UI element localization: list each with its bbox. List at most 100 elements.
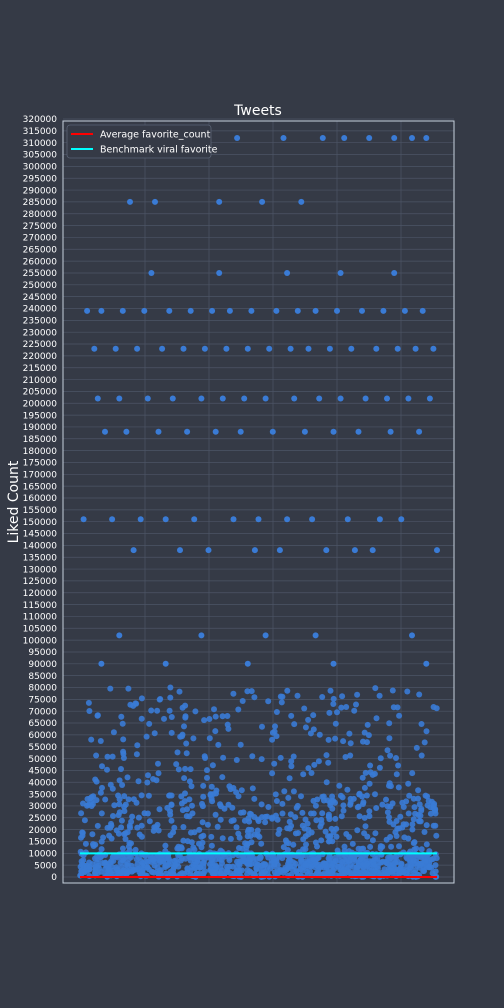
scatter-point: [415, 787, 422, 794]
scatter-point: [110, 858, 117, 864]
scatter-point: [168, 714, 175, 720]
scatter-point-high: [169, 395, 176, 402]
scatter-point: [125, 685, 132, 692]
scatter-point: [337, 792, 344, 799]
scatter-point: [366, 813, 373, 820]
scatter-point: [319, 694, 326, 700]
scatter-point: [265, 698, 272, 705]
scatter-point-high: [312, 632, 319, 639]
scatter-point: [372, 685, 379, 692]
scatter-point: [387, 854, 394, 861]
scatter-point: [97, 738, 104, 744]
scatter-point: [113, 827, 120, 834]
scatter-point: [121, 793, 128, 800]
scatter-point: [191, 846, 198, 853]
scatter-point: [255, 818, 262, 825]
scatter-point: [433, 832, 440, 839]
scatter-point: [124, 774, 131, 781]
scatter-point-high: [262, 395, 269, 402]
scatter-point: [181, 723, 187, 730]
scatter-point-high: [141, 307, 148, 314]
scatter-point: [215, 741, 222, 748]
scatter-point: [377, 755, 384, 762]
scatter-point-high: [216, 198, 223, 205]
scatter-point: [133, 799, 140, 806]
scatter-point: [328, 825, 335, 832]
scatter-point-high: [212, 428, 219, 435]
scatter-point: [387, 867, 394, 874]
y-tick-label: 265000: [23, 245, 58, 255]
scatter-point: [181, 775, 188, 782]
scatter-point: [200, 871, 207, 877]
scatter-point: [318, 816, 325, 823]
scatter-point: [183, 813, 190, 820]
scatter-point: [355, 803, 362, 810]
scatter-point-high: [177, 547, 183, 554]
scatter-point-high: [205, 547, 212, 554]
scatter-point: [201, 717, 208, 724]
scatter-point: [111, 802, 118, 809]
y-tick-label: 55000: [28, 743, 57, 753]
scatter-point: [360, 867, 367, 874]
scatter-point: [251, 871, 258, 877]
scatter-point: [373, 715, 380, 722]
scatter-point: [78, 810, 85, 817]
y-tick-label: 160000: [23, 494, 58, 504]
scatter-point: [281, 788, 288, 795]
scatter-point: [347, 752, 354, 759]
scatter-point-high: [373, 345, 380, 352]
scatter-point: [272, 791, 279, 798]
scatter-point: [123, 869, 130, 876]
scatter-point: [189, 802, 195, 809]
scatter-point-high: [152, 198, 158, 205]
scatter-point-high: [337, 395, 344, 402]
scatter-point: [317, 823, 324, 830]
scatter-point-high: [148, 270, 155, 276]
scatter-point: [377, 843, 384, 850]
scatter-point: [182, 702, 189, 709]
scatter-point: [371, 861, 378, 868]
scatter-point: [341, 869, 348, 876]
scatter-point-high: [127, 198, 133, 205]
scatter-point-high: [102, 428, 108, 435]
scatter-point: [119, 845, 126, 852]
y-tick-label: 305000: [23, 151, 58, 161]
scatter-point-high: [312, 307, 319, 314]
scatter-point: [353, 701, 359, 708]
scatter-point: [367, 769, 374, 776]
scatter-point-high: [305, 345, 312, 352]
scatter-point: [373, 805, 380, 811]
scatter-point: [204, 774, 210, 781]
scatter-point: [280, 844, 287, 851]
scatter-point: [366, 780, 373, 787]
scatter-point: [287, 811, 294, 818]
scatter-point: [340, 807, 347, 814]
scatter-point: [214, 823, 221, 830]
y-tick-label: 100000: [23, 636, 58, 646]
y-tick-label: 295000: [23, 174, 58, 184]
y-tick-label: 320000: [23, 115, 58, 125]
y-tick-label: 130000: [23, 565, 58, 575]
scatter-point-high: [191, 516, 198, 523]
scatter-point: [175, 766, 182, 773]
scatter-point: [314, 796, 321, 803]
scatter-point: [404, 863, 411, 870]
scatter-point: [258, 801, 265, 808]
scatter-point: [356, 813, 363, 820]
scatter-point: [94, 822, 101, 829]
scatter-point: [302, 816, 309, 823]
scatter-point: [227, 870, 234, 877]
scatter-point-high: [409, 135, 415, 141]
scatter-point: [100, 834, 107, 841]
y-tick-label: 95000: [28, 648, 57, 658]
scatter-point: [122, 801, 129, 808]
scatter-point: [122, 830, 129, 837]
y-tick-label: 5000: [34, 861, 57, 871]
scatter-point-high: [234, 135, 241, 141]
scatter-point: [110, 729, 117, 736]
scatter-point: [423, 822, 430, 829]
scatter-point: [102, 796, 109, 803]
scatter-point: [212, 713, 219, 720]
y-tick-label: 45000: [28, 767, 57, 777]
scatter-point: [168, 817, 175, 824]
